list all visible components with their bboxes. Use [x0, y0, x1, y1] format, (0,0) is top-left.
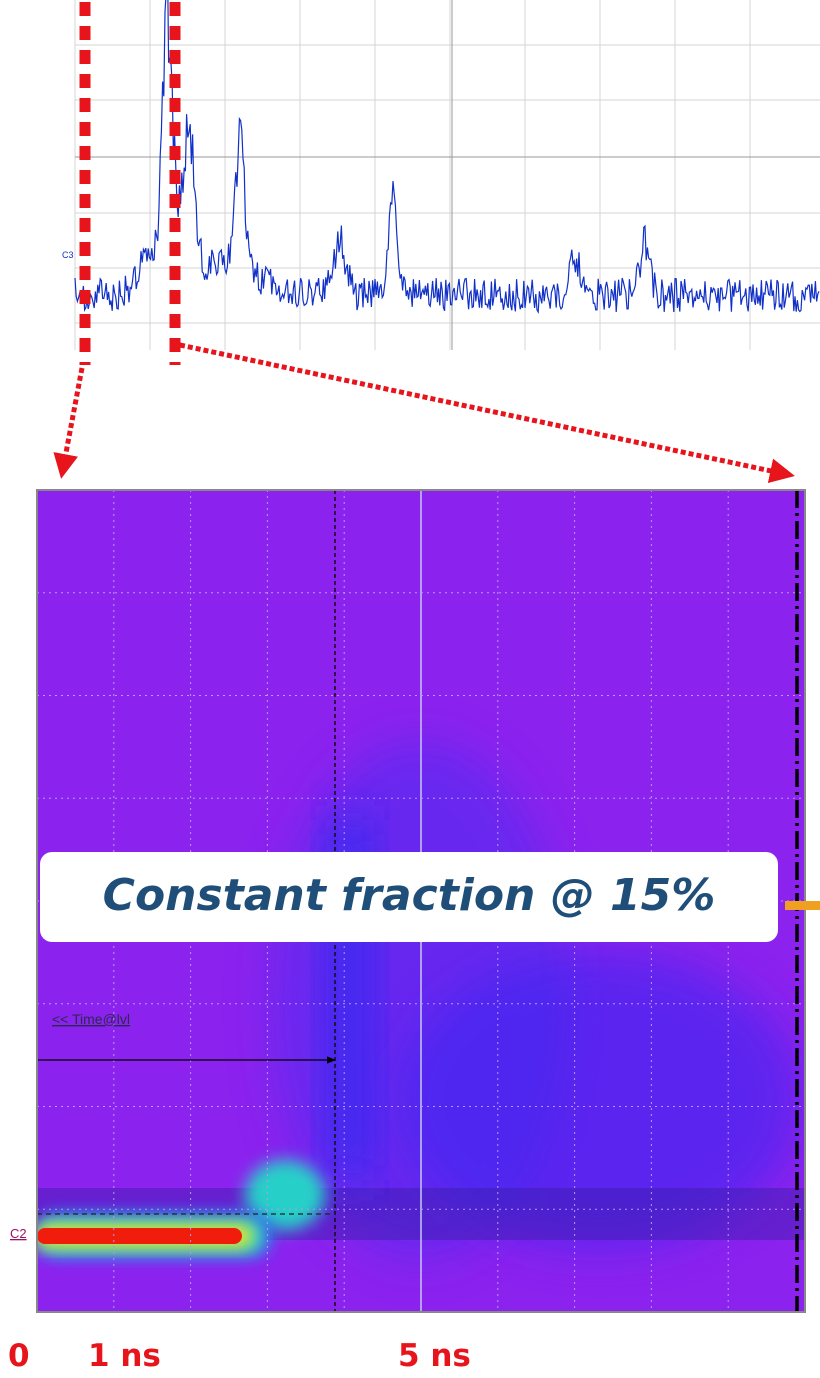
waveform [74, 0, 820, 314]
zoom-arrow [53, 367, 85, 479]
glow [400, 950, 800, 1250]
callout-tick [785, 901, 820, 910]
zoom-arrow [179, 342, 795, 484]
cursor-label: << Time@lvl [52, 1011, 130, 1027]
callout-text: Constant fraction @ 15% [103, 870, 716, 921]
heat [37, 1228, 242, 1244]
time-label: 0 [8, 1338, 30, 1374]
callout-box [40, 852, 778, 942]
channel-label: C3 [62, 250, 74, 260]
top-scope-grid [74, 0, 820, 350]
channel-label: C2 [10, 1226, 27, 1241]
heat [245, 1160, 325, 1230]
time-label: 1 ns [88, 1338, 161, 1374]
time-label: 5 ns [398, 1338, 471, 1374]
